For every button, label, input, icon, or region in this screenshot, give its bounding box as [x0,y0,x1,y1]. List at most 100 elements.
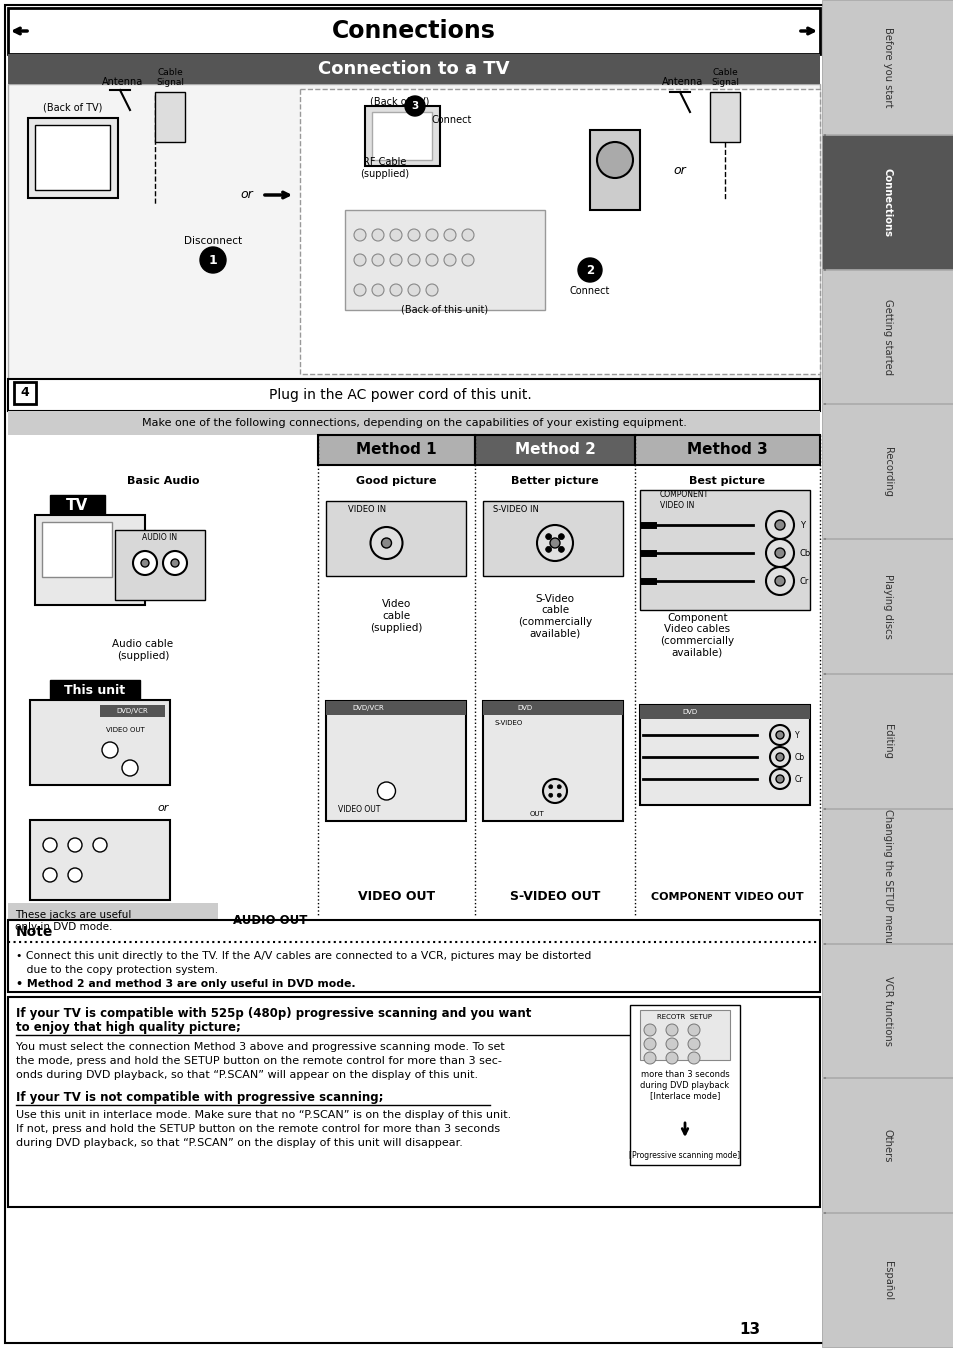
Circle shape [665,1024,678,1037]
Circle shape [354,253,366,266]
FancyBboxPatch shape [821,674,953,807]
Text: Antenna: Antenna [661,77,703,88]
FancyBboxPatch shape [639,491,809,611]
Text: Others: Others [882,1130,892,1162]
Circle shape [597,142,633,178]
Text: This unit: This unit [65,683,126,697]
Circle shape [381,538,391,549]
Text: (Back of this unit): (Back of this unit) [401,305,488,315]
Circle shape [545,534,551,539]
Text: (Back of TV): (Back of TV) [43,102,103,113]
FancyBboxPatch shape [821,944,953,1077]
Text: RECOTR  SETUP: RECOTR SETUP [657,1014,712,1020]
Text: during DVD playback, so that “P.SCAN” on the display of this unit will disappear: during DVD playback, so that “P.SCAN” on… [16,1138,462,1148]
Text: Method 2: Method 2 [514,442,595,457]
Text: • Method 2 and method 3 are only useful in DVD mode.: • Method 2 and method 3 are only useful … [16,979,355,989]
Circle shape [372,284,384,297]
Circle shape [769,768,789,789]
Text: VCR functions: VCR functions [882,976,892,1046]
Text: RF Cable
(supplied): RF Cable (supplied) [360,158,409,179]
Text: 1: 1 [209,253,217,267]
FancyBboxPatch shape [100,705,165,717]
Circle shape [775,775,783,783]
Circle shape [558,534,564,539]
FancyBboxPatch shape [8,379,820,411]
Circle shape [390,229,401,241]
Text: [Progressive scanning mode]: [Progressive scanning mode] [629,1150,740,1159]
Circle shape [443,229,456,241]
Text: S-VIDEO IN: S-VIDEO IN [493,504,538,514]
Circle shape [122,760,138,776]
Text: Playing discs: Playing discs [882,574,892,639]
FancyBboxPatch shape [326,501,465,576]
Circle shape [687,1038,700,1050]
Text: Use this unit in interlace mode. Make sure that no “P.SCAN” is on the display of: Use this unit in interlace mode. Make su… [16,1109,511,1120]
Circle shape [408,253,419,266]
Text: Español: Español [882,1260,892,1301]
Circle shape [43,868,57,882]
FancyBboxPatch shape [821,809,953,942]
Text: TV: TV [66,497,88,512]
Circle shape [426,229,437,241]
FancyBboxPatch shape [475,435,635,465]
Text: AUDIO OUT: AUDIO OUT [233,914,307,927]
Circle shape [163,551,187,576]
Circle shape [765,539,793,568]
Text: Disconnect: Disconnect [184,236,242,245]
FancyBboxPatch shape [50,679,140,700]
FancyBboxPatch shape [35,125,110,190]
FancyBboxPatch shape [821,404,953,538]
Text: VIDEO OUT: VIDEO OUT [337,805,380,813]
Circle shape [687,1051,700,1064]
Text: the mode, press and hold the SETUP button on the remote control for more than 3 : the mode, press and hold the SETUP butto… [16,1055,501,1066]
Circle shape [354,284,366,297]
Text: more than 3 seconds
during DVD playback
[Interlace mode]: more than 3 seconds during DVD playback … [639,1070,729,1100]
Circle shape [765,568,793,594]
Text: OUT: OUT [530,811,544,817]
FancyBboxPatch shape [639,705,809,718]
Text: AUDIO IN: AUDIO IN [142,532,177,542]
Circle shape [769,725,789,745]
FancyBboxPatch shape [709,92,740,142]
Text: Best picture: Best picture [689,476,764,487]
FancyBboxPatch shape [482,701,622,714]
FancyBboxPatch shape [8,411,820,435]
Circle shape [443,253,456,266]
Circle shape [461,253,474,266]
FancyBboxPatch shape [482,701,622,821]
FancyBboxPatch shape [5,5,824,1343]
Circle shape [557,785,560,789]
Text: Audio cable
(supplied): Audio cable (supplied) [112,639,173,661]
FancyBboxPatch shape [8,919,820,992]
FancyBboxPatch shape [28,119,118,198]
Circle shape [643,1051,656,1064]
Text: (Back of TV): (Back of TV) [370,96,429,106]
Circle shape [774,520,784,530]
Text: Method 3: Method 3 [686,442,767,457]
Circle shape [578,257,601,282]
Text: You must select the connection Method 3 above and progressive scanning mode. To : You must select the connection Method 3 … [16,1042,504,1051]
Text: VIDEO OUT: VIDEO OUT [106,727,144,733]
Text: 13: 13 [739,1322,760,1337]
Text: Cr: Cr [800,577,808,585]
Text: Changing the SETUP menu: Changing the SETUP menu [882,809,892,944]
Circle shape [537,524,573,561]
Text: or: or [673,163,685,177]
Text: • Connect this unit directly to the TV. If the A/V cables are connected to a VCR: • Connect this unit directly to the TV. … [16,950,591,961]
Circle shape [765,511,793,539]
Text: Y: Y [794,731,799,740]
Text: Cr: Cr [794,775,802,783]
Circle shape [548,785,552,789]
Circle shape [408,284,419,297]
FancyBboxPatch shape [629,1006,740,1165]
FancyBboxPatch shape [8,903,218,940]
FancyBboxPatch shape [30,820,170,900]
Text: Video
cable
(supplied): Video cable (supplied) [370,600,422,632]
Circle shape [200,247,226,274]
Circle shape [774,549,784,558]
Text: Connection to a TV: Connection to a TV [318,61,509,78]
Circle shape [426,284,437,297]
Circle shape [102,741,118,758]
Text: Cable
Signal: Cable Signal [156,67,184,88]
Circle shape [461,229,474,241]
